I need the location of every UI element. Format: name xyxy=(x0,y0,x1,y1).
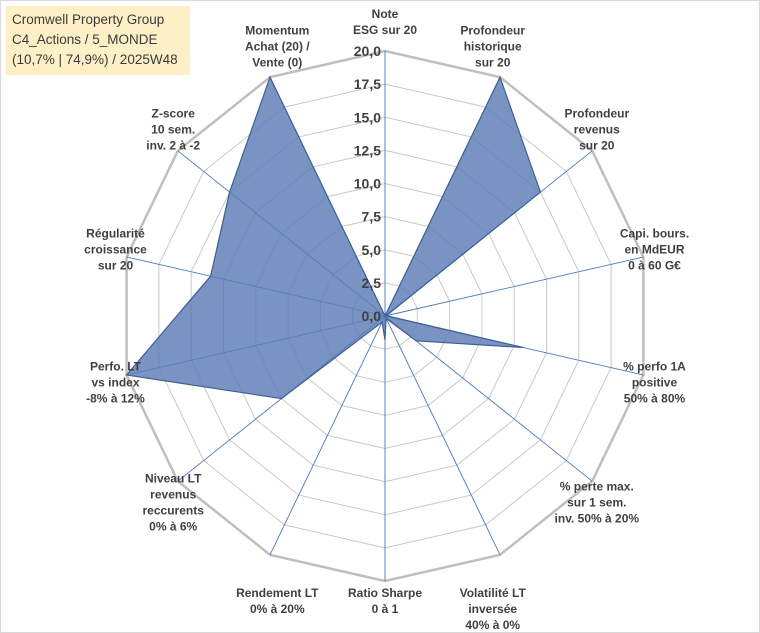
axis-label: Régularité croissance sur 20 xyxy=(84,227,147,273)
axis-label-line: ESG sur 20 xyxy=(353,23,417,37)
axis-label: Niveau LT revenus reccurents 0% à 6% xyxy=(143,471,205,533)
axis-label: % perfo 1A positive 50% à 80% xyxy=(623,360,686,406)
axis-label-line: % perte max. xyxy=(560,479,634,493)
tick-label: 7,5 xyxy=(362,209,382,225)
chart-title-box: Cromwell Property Group C4_Actions / 5_M… xyxy=(6,6,190,75)
chart-title-line-3: (10,7% | 74,9%) / 2025W48 xyxy=(12,52,178,67)
axis-label: Ratio Sharpe 0 à 1 xyxy=(348,586,422,616)
tick-label: 12,5 xyxy=(354,142,381,158)
axis-label-line: positive xyxy=(632,376,678,390)
axis-label-line: en MdEUR xyxy=(625,243,685,257)
axis-label: Profondeur revenus sur 20 xyxy=(564,107,629,153)
tick-label: 0,0 xyxy=(362,308,382,324)
axis-label-line: 0 à 1 xyxy=(372,602,399,616)
axis-label-line: Z-score xyxy=(152,107,196,121)
spoke-line xyxy=(269,315,386,555)
tick-label: 10,0 xyxy=(354,176,381,192)
axis-label-line: revenus xyxy=(150,487,196,501)
axis-label-line: croissance xyxy=(84,243,147,257)
axis-label: Rendement LT 0% à 20% xyxy=(236,586,319,616)
axis-label: Volatilité LT inversée 40% à 0% xyxy=(460,586,527,632)
axis-label-line: reccurents xyxy=(143,503,205,517)
axis-label-line: Capi. bours. xyxy=(620,227,689,241)
axis-label-line: 40% à 0% xyxy=(465,618,520,632)
axis-label: Perfo. LT vs index -8% à 12% xyxy=(86,360,145,406)
axis-label-line: Profondeur xyxy=(460,24,525,38)
tick-label: 20,0 xyxy=(354,43,381,59)
axis-label-line: Profondeur xyxy=(564,107,629,121)
axis-label-line: Rendement LT xyxy=(236,586,319,600)
spoke-line xyxy=(384,315,593,482)
axis-label-line: Momentum xyxy=(245,24,309,38)
tick-label: 17,5 xyxy=(354,76,381,92)
axis-label-line: Régularité xyxy=(86,227,145,241)
axis-label-line: 10 sem. xyxy=(151,123,195,137)
axis-label-line: % perfo 1A xyxy=(623,360,686,374)
axis-label: Profondeur historique sur 20 xyxy=(460,24,525,70)
chart-title-line-2: C4_Actions / 5_MONDE xyxy=(12,32,158,47)
axis-label-line: 50% à 80% xyxy=(624,392,686,406)
axis-label-line: Vente (0) xyxy=(252,56,302,70)
axis-label-line: Achat (20) / xyxy=(245,40,310,54)
axis-label-line: Note xyxy=(372,7,399,21)
axis-label-line: Perfo. LT xyxy=(90,360,142,374)
axis-label: Capi. bours. en MdEUR 0 à 60 G€ xyxy=(620,227,689,273)
axis-label-line: historique xyxy=(464,40,522,54)
axis-label-line: inv. 50% à 20% xyxy=(555,511,640,525)
axis-label-line: 0 à 60 G€ xyxy=(628,259,681,273)
spoke-line xyxy=(384,256,644,317)
spoke-line xyxy=(384,315,501,555)
axis-label-line: 0% à 20% xyxy=(250,602,305,616)
axis-label-line: -8% à 12% xyxy=(86,392,145,406)
series-area xyxy=(125,75,542,400)
axis-label-line: Niveau LT xyxy=(145,471,202,485)
axis-label: % perte max. sur 1 sem. inv. 50% à 20% xyxy=(555,479,640,525)
axis-label-line: sur 20 xyxy=(579,139,615,153)
axis-label-line: inversée xyxy=(468,602,517,616)
axis-label: Note ESG sur 20 xyxy=(353,7,417,37)
axis-label-line: 0% à 6% xyxy=(149,519,197,533)
axis-label: Momentum Achat (20) / Vente (0) xyxy=(245,24,310,70)
axis-label-line: Ratio Sharpe xyxy=(348,586,422,600)
axis-label: Z-score 10 sem. inv. 2 à -2 xyxy=(146,107,200,153)
tick-label: 5,0 xyxy=(362,242,382,258)
axis-label-line: sur 1 sem. xyxy=(567,495,626,509)
axis-label-line: revenus xyxy=(574,123,620,137)
chart-title-line-1: Cromwell Property Group xyxy=(12,12,165,27)
axis-label-line: vs index xyxy=(91,376,139,390)
axis-label-line: Volatilité LT xyxy=(460,586,527,600)
axis-label-line: inv. 2 à -2 xyxy=(146,139,200,153)
tick-label: 2,5 xyxy=(362,275,382,291)
axis-label-line: sur 20 xyxy=(475,56,511,70)
axis-label-line: sur 20 xyxy=(98,259,134,273)
tick-label: 15,0 xyxy=(354,109,381,125)
